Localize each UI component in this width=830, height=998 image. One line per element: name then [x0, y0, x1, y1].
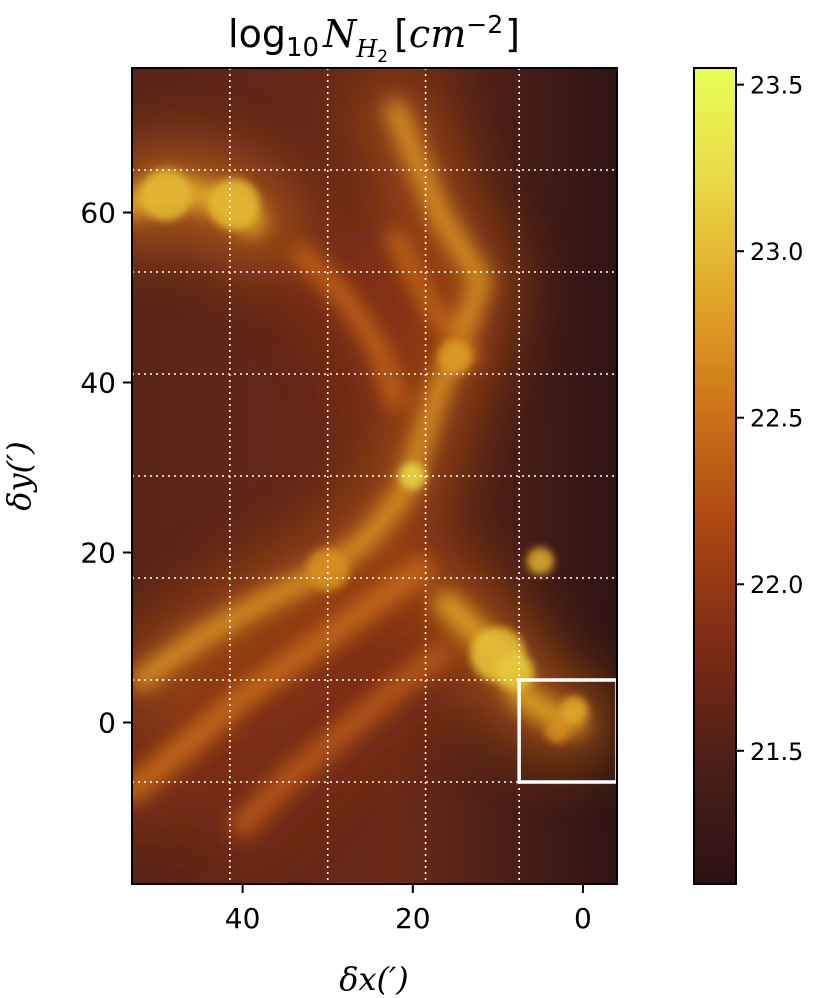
colorbar: 23.5 23.0 22.5 22.0 21.5 [693, 67, 803, 885]
clump-7 [140, 169, 192, 222]
clump-4 [560, 696, 589, 724]
y-axis-ticks: 60 40 20 0 [80, 197, 132, 740]
y-axis-label: δy(′) [0, 441, 38, 511]
clump-0 [399, 462, 427, 490]
colorbar-tick-label-23.5: 23.5 [750, 72, 803, 100]
x-axis-ticks: 40 20 0 [225, 884, 592, 935]
colorbar-tick-label-21.5: 21.5 [750, 738, 803, 766]
clump-9 [306, 548, 349, 591]
x-tick-label-0: 0 [574, 902, 592, 935]
upper-wisp [387, 229, 481, 366]
x-tick-label-40: 40 [225, 902, 261, 935]
clump-5 [545, 719, 570, 743]
lower-filler [229, 641, 452, 838]
colorbar-gradient [693, 67, 737, 885]
x-tick-label-20: 20 [395, 902, 431, 935]
clump-3 [526, 547, 555, 575]
middle-wisp [291, 244, 407, 411]
clump-2 [496, 652, 534, 691]
x-axis-label: δx(′) [339, 960, 409, 998]
colorbar-tick-label-23.0: 23.0 [750, 238, 803, 266]
heatmap-plot [132, 68, 617, 884]
y-tick-label-0: 0 [98, 707, 116, 740]
y-tick-label-60: 60 [80, 197, 116, 230]
clump-6 [208, 178, 260, 230]
colorbar-ticks: 23.5 23.0 22.5 22.0 21.5 [736, 72, 803, 766]
y-tick-label-20: 20 [80, 537, 116, 570]
lower-left-diagonal [132, 556, 435, 804]
y-tick-label-40: 40 [80, 367, 116, 400]
plot-frame [131, 67, 618, 885]
chart-title: log10 NH2[cm−2] [228, 10, 520, 67]
clump-8 [438, 339, 473, 375]
colorbar-tick-label-22.0: 22.0 [750, 571, 803, 599]
colorbar-tick-label-22.5: 22.5 [750, 405, 803, 433]
